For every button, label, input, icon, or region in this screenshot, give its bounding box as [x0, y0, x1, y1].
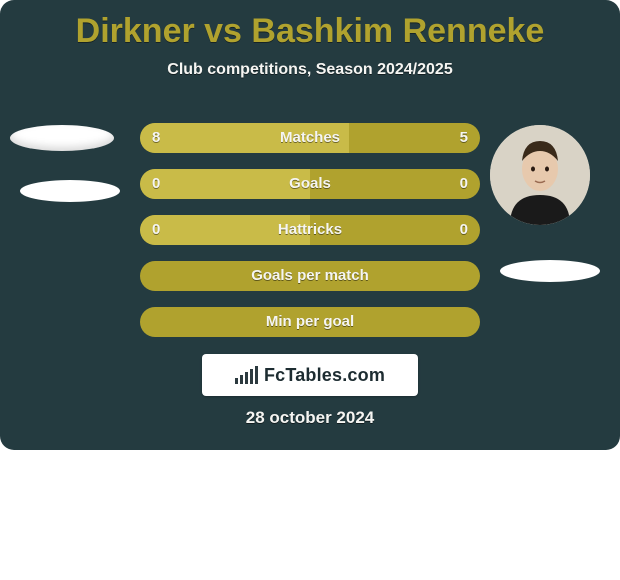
stat-value-left: 8: [152, 123, 160, 153]
stat-value-left: 0: [152, 169, 160, 199]
logo-box: FcTables.com: [202, 354, 418, 396]
logo-text: FcTables.com: [264, 365, 385, 386]
stats-container: Matches85Goals00Hattricks00Goals per mat…: [140, 123, 480, 353]
stat-row: Goals per match: [140, 261, 480, 291]
stat-value-right: 0: [460, 215, 468, 245]
subtitle: Club competitions, Season 2024/2025: [0, 61, 620, 79]
stat-row: Goals0 0: [140, 169, 480, 199]
page-title: Dirkner vs Bashkim Renneke: [0, 0, 620, 51]
logo-bars-icon: [235, 366, 258, 384]
player-left-shadow: [20, 180, 120, 202]
date-text: 28 october 2024: [0, 408, 620, 428]
stat-value-right: 5: [460, 123, 468, 153]
stat-label: Matches: [140, 123, 480, 153]
stat-label: Min per goal: [140, 307, 480, 337]
player-right-shadow: [500, 260, 600, 282]
stat-row: Min per goal: [140, 307, 480, 337]
stat-value-right: 0: [460, 169, 468, 199]
player-right-avatar: [490, 125, 590, 225]
stat-value-left: 0: [152, 215, 160, 245]
stat-row: Hattricks0 0: [140, 215, 480, 245]
stat-label: Goals: [140, 169, 480, 199]
player-left-avatar: [10, 125, 114, 151]
stat-label: Goals per match: [140, 261, 480, 291]
stat-row: Matches8 5: [140, 123, 480, 153]
comparison-card: Dirkner vs Bashkim Renneke Club competit…: [0, 0, 620, 450]
stat-label: Hattricks: [140, 215, 480, 245]
